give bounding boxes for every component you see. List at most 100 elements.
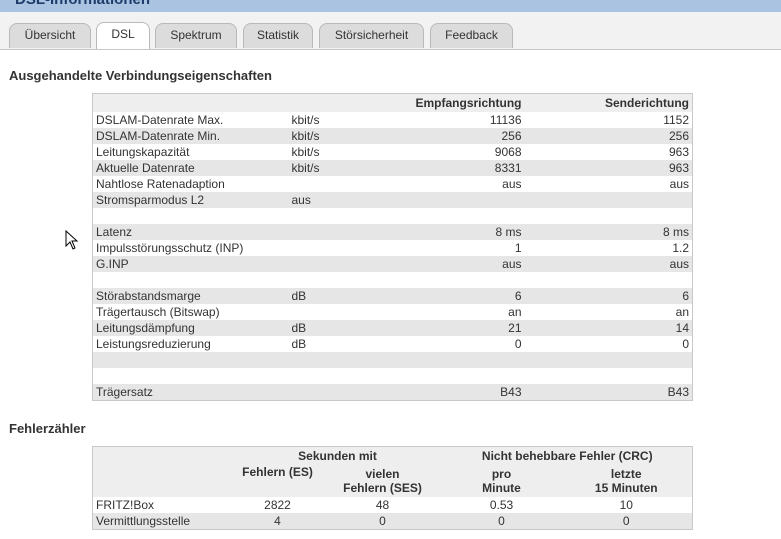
error-table-body: FRITZ!Box 2822 48 0.53 10 Vermittlungsstelle 4…: [92, 496, 693, 529]
cell-unit: [288, 304, 385, 320]
cell-ses: 48: [322, 496, 443, 513]
header-ses-line1: vielen: [365, 466, 400, 481]
connection-table: Empfangsrichtung Senderichtung DSLAM-Dat…: [92, 93, 693, 401]
cell-label: Vermittlungsstelle: [92, 512, 233, 529]
cell-rx: 11136: [384, 112, 525, 128]
cell-label: DSLAM-Datenrate Max.: [92, 112, 289, 128]
cell-label: [92, 368, 289, 384]
cell-label: Leitungskapazität: [92, 144, 289, 160]
table-row: Leitungskapazität kbit/s 9068 963: [92, 144, 693, 160]
header-per-minute: pro Minute: [442, 464, 561, 497]
table-row: Trägertausch (Bitswap) an an: [92, 304, 693, 320]
tab-bar: Übersicht DSL Spektrum Statistik Störsic…: [0, 12, 781, 50]
header-per-minute-line2: Minute: [482, 480, 521, 495]
cell-rx: an: [384, 304, 525, 320]
cell-unit: [288, 224, 385, 240]
cell-unit: [288, 352, 385, 368]
tab-spektrum[interactable]: Spektrum: [155, 23, 237, 48]
cell-last-15: 0: [560, 512, 693, 529]
cell-unit: [288, 256, 385, 272]
header-unit: [288, 93, 385, 112]
table-row: [92, 272, 693, 288]
cell-tx: B43: [524, 384, 693, 400]
cell-label: Aktuelle Datenrate: [92, 160, 289, 176]
header-label: [92, 93, 289, 112]
table-row: [92, 368, 693, 384]
header-blank-2: [92, 464, 233, 497]
cell-label: G.INP: [92, 256, 289, 272]
cell-unit: kbit/s: [288, 160, 385, 176]
header-rx: Empfangsrichtung: [384, 93, 525, 112]
tab-dsl[interactable]: DSL: [96, 22, 150, 49]
errors-heading: Fehlerzähler: [9, 421, 86, 436]
cell-unit: kbit/s: [288, 128, 385, 144]
table-row: Impulsstörungsschutz (INP) 1 1.2: [92, 240, 693, 256]
table-row: Nahtlose Ratenadaption aus aus: [92, 176, 693, 192]
header-per-minute-line1: pro: [491, 466, 512, 481]
error-counter-table: Sekunden mit Nicht behebbare Fehler (CRC…: [92, 446, 694, 530]
cell-unit: dB: [288, 288, 385, 304]
header-es-text: Fehlern (ES): [242, 464, 313, 479]
window-title: DSL-Informationen: [15, 0, 150, 8]
tab-feedback[interactable]: Feedback: [430, 23, 513, 48]
header-es: Fehlern (ES): [232, 464, 323, 497]
table-row: Vermittlungsstelle 4 0 0 0: [92, 512, 693, 529]
cell-label: Nahtlose Ratenadaption: [92, 176, 289, 192]
table-row: DSLAM-Datenrate Max. kbit/s 11136 1152: [92, 112, 693, 128]
cell-tx: an: [524, 304, 693, 320]
cell-last-15: 10: [560, 496, 693, 513]
tab-uebersicht[interactable]: Übersicht: [9, 23, 91, 48]
cell-rx: 8331: [384, 160, 525, 176]
cell-label: Leitungsdämpfung: [92, 320, 289, 336]
table-row: DSLAM-Datenrate Min. kbit/s 256 256: [92, 128, 693, 144]
cell-label: Leistungsreduzierung: [92, 336, 289, 352]
table-row: Latenz 8 ms 8 ms: [92, 224, 693, 240]
cell-rx: B43: [384, 384, 525, 400]
cell-tx: 8 ms: [524, 224, 693, 240]
cell-rx: 1: [384, 240, 525, 256]
cell-tx: 0: [524, 336, 693, 352]
cell-unit: dB: [288, 336, 385, 352]
cell-tx: 1.2: [524, 240, 693, 256]
cell-unit: [288, 208, 385, 224]
cell-rx: aus: [384, 256, 525, 272]
cell-unit: kbit/s: [288, 144, 385, 160]
header-ses: vielen Fehlern (SES): [322, 464, 443, 497]
cell-tx: 256: [524, 128, 693, 144]
cell-rx: 256: [384, 128, 525, 144]
cell-label: [92, 352, 289, 368]
cell-tx: aus: [524, 256, 693, 272]
cell-tx: 963: [524, 144, 693, 160]
mouse-cursor-icon: [65, 230, 79, 250]
connection-table-body: DSLAM-Datenrate Max. kbit/s 11136 1152 DSLAM…: [92, 112, 693, 400]
table-row: G.INP aus aus: [92, 256, 693, 272]
cell-unit: dB: [288, 320, 385, 336]
cell-per-minute: 0: [442, 512, 561, 529]
cell-tx: [524, 352, 693, 368]
cell-tx: 6: [524, 288, 693, 304]
tab-statistik[interactable]: Statistik: [243, 23, 313, 48]
cell-label: [92, 208, 289, 224]
header-last-15: letzte 15 Minuten: [560, 464, 693, 497]
cell-tx: [524, 192, 693, 208]
cell-rx: [384, 272, 525, 288]
header-crc: Nicht behebbare Fehler (CRC): [442, 446, 693, 465]
tab-stoersicherheit[interactable]: Störsicherheit: [319, 23, 424, 48]
cell-es: 4: [232, 512, 323, 529]
cell-rx: 0: [384, 336, 525, 352]
connection-heading: Ausgehandelte Verbindungseigenschaften: [9, 68, 272, 83]
cell-unit: [288, 240, 385, 256]
cell-ses: 0: [322, 512, 443, 529]
cell-rx: [384, 368, 525, 384]
cell-rx: [384, 192, 525, 208]
cell-rx: 8 ms: [384, 224, 525, 240]
cell-per-minute: 0.53: [442, 496, 561, 513]
cell-tx: 14: [524, 320, 693, 336]
cell-unit: [288, 384, 385, 400]
cell-unit: [288, 272, 385, 288]
cell-label: Impulsstörungsschutz (INP): [92, 240, 289, 256]
cell-tx: [524, 208, 693, 224]
cell-unit: [288, 176, 385, 192]
error-table-group-header: Sekunden mit Nicht behebbare Fehler (CRC…: [92, 446, 693, 465]
window-title-bar: DSL-Informationen: [0, 0, 781, 12]
